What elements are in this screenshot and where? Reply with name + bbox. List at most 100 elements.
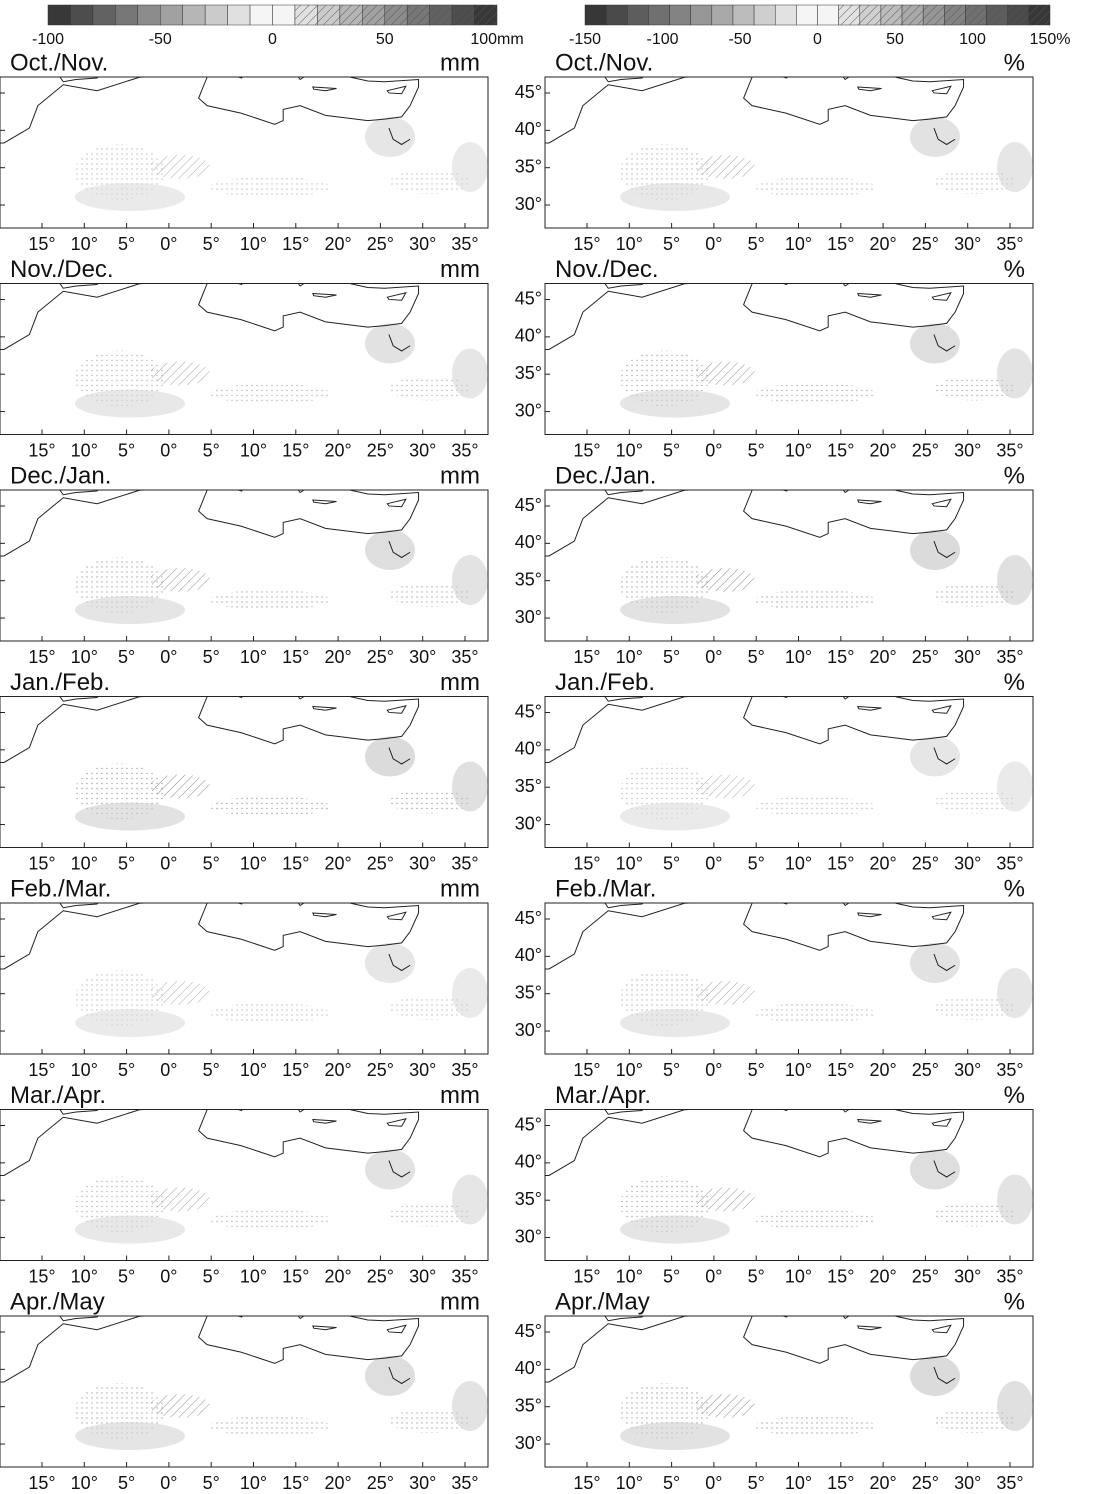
- lat-label: 40°: [515, 945, 542, 965]
- lat-label: 30°: [515, 813, 542, 833]
- colorbar-label: -50: [728, 31, 751, 48]
- colorbar-cell: [585, 5, 606, 25]
- colorbar-cell: [775, 5, 796, 25]
- lon-label: 35°: [996, 1266, 1023, 1286]
- lon-label: 15°: [827, 853, 854, 873]
- panel-unit: %: [1004, 49, 1025, 76]
- lon-label: 5°: [203, 853, 220, 873]
- lon-label: 15°: [282, 1060, 309, 1080]
- lat-label: 35°: [515, 363, 542, 383]
- lon-label: 15°: [282, 1266, 309, 1286]
- lon-label: 35°: [451, 1060, 478, 1080]
- lon-label: 0°: [160, 234, 177, 254]
- lon-label: 20°: [324, 440, 351, 460]
- lon-label: 10°: [71, 440, 98, 460]
- map-frame: [545, 77, 1033, 228]
- lon-label: 15°: [28, 440, 55, 460]
- lon-label: 5°: [203, 234, 220, 254]
- lat-label: 30°: [515, 1020, 542, 1040]
- lon-label: 5°: [203, 440, 220, 460]
- lon-label: 15°: [827, 1060, 854, 1080]
- lon-label: 25°: [367, 853, 394, 873]
- colorbar-hatch: [340, 5, 362, 25]
- lat-label: 40°: [515, 1152, 542, 1172]
- colorbar-hatch: [430, 5, 452, 25]
- lon-label: 35°: [996, 1473, 1023, 1493]
- lon-label: 15°: [573, 440, 600, 460]
- lon-label: 5°: [748, 1060, 765, 1080]
- lon-label: 0°: [160, 647, 177, 667]
- colorbar-cell: [183, 5, 205, 25]
- lat-label: 45°: [515, 495, 542, 515]
- lon-label: 35°: [996, 234, 1023, 254]
- lon-label: 10°: [616, 1266, 643, 1286]
- lon-label: 5°: [663, 234, 680, 254]
- lon-label: 0°: [705, 440, 722, 460]
- map-panel: Oct./Nov.mm45°40°35°30°15°10°5°0°5°10°15…: [0, 5, 488, 254]
- lon-label: 0°: [705, 853, 722, 873]
- colorbar-cell: [818, 5, 839, 25]
- lon-label: 5°: [663, 853, 680, 873]
- lon-label: 5°: [663, 1266, 680, 1286]
- map-frame: [0, 490, 488, 641]
- lon-label: 30°: [409, 234, 436, 254]
- lon-label: 15°: [28, 1266, 55, 1286]
- lon-label: 30°: [954, 234, 981, 254]
- colorbar-cell: [733, 5, 754, 25]
- lat-label: 30°: [515, 194, 542, 214]
- panel-title: Oct./Nov.: [10, 49, 108, 76]
- panel-unit: mm: [440, 669, 480, 696]
- lon-label: 25°: [912, 853, 939, 873]
- lon-label: 25°: [912, 647, 939, 667]
- panel-unit: mm: [440, 1288, 480, 1315]
- panel-unit: mm: [440, 256, 480, 283]
- figure: -100-50050100mm-150-100-50050100150% Oct…: [0, 0, 1096, 1494]
- map-frame: [0, 77, 488, 228]
- lon-label: 30°: [409, 647, 436, 667]
- lat-label: 40°: [515, 119, 542, 139]
- lon-label: 20°: [869, 1060, 896, 1080]
- lat-label: 35°: [515, 776, 542, 796]
- colorbar-cell: [115, 5, 137, 25]
- lon-label: 15°: [282, 234, 309, 254]
- lat-label: 45°: [515, 701, 542, 721]
- panel-title: Jan./Feb.: [555, 669, 655, 696]
- lon-label: 0°: [160, 1060, 177, 1080]
- lon-label: 30°: [954, 853, 981, 873]
- panel-unit: mm: [440, 875, 480, 902]
- colorbar-label: 100: [959, 31, 986, 48]
- lon-label: 35°: [996, 647, 1023, 667]
- lon-label: 15°: [28, 234, 55, 254]
- lon-label: 5°: [748, 440, 765, 460]
- lon-label: 15°: [28, 853, 55, 873]
- colorbar-cell: [228, 5, 250, 25]
- lon-label: 5°: [663, 1060, 680, 1080]
- map-frame: [545, 1110, 1033, 1261]
- lon-label: 30°: [954, 1473, 981, 1493]
- map-frame: [0, 1110, 488, 1261]
- lat-label: 45°: [515, 908, 542, 928]
- lon-label: 15°: [573, 1266, 600, 1286]
- colorbar-hatch: [1029, 5, 1050, 25]
- lon-label: 10°: [240, 853, 267, 873]
- lon-label: 15°: [282, 853, 309, 873]
- lon-label: 15°: [827, 1266, 854, 1286]
- lon-label: 25°: [912, 1266, 939, 1286]
- lon-label: 20°: [324, 1266, 351, 1286]
- lon-label: 15°: [28, 647, 55, 667]
- lon-label: 35°: [451, 1473, 478, 1493]
- lon-label: 20°: [324, 1473, 351, 1493]
- lon-label: 5°: [748, 647, 765, 667]
- lon-label: 0°: [705, 1266, 722, 1286]
- panel-title: Dec./Jan.: [555, 462, 656, 489]
- colorbar-hatch: [902, 5, 923, 25]
- lon-label: 15°: [573, 853, 600, 873]
- lon-label: 15°: [28, 1060, 55, 1080]
- lon-label: 5°: [748, 853, 765, 873]
- lon-label: 5°: [748, 1473, 765, 1493]
- lon-label: 25°: [367, 440, 394, 460]
- lon-label: 10°: [240, 647, 267, 667]
- lon-label: 10°: [785, 1266, 812, 1286]
- colorbar-hatch: [385, 5, 407, 25]
- lon-label: 10°: [71, 1060, 98, 1080]
